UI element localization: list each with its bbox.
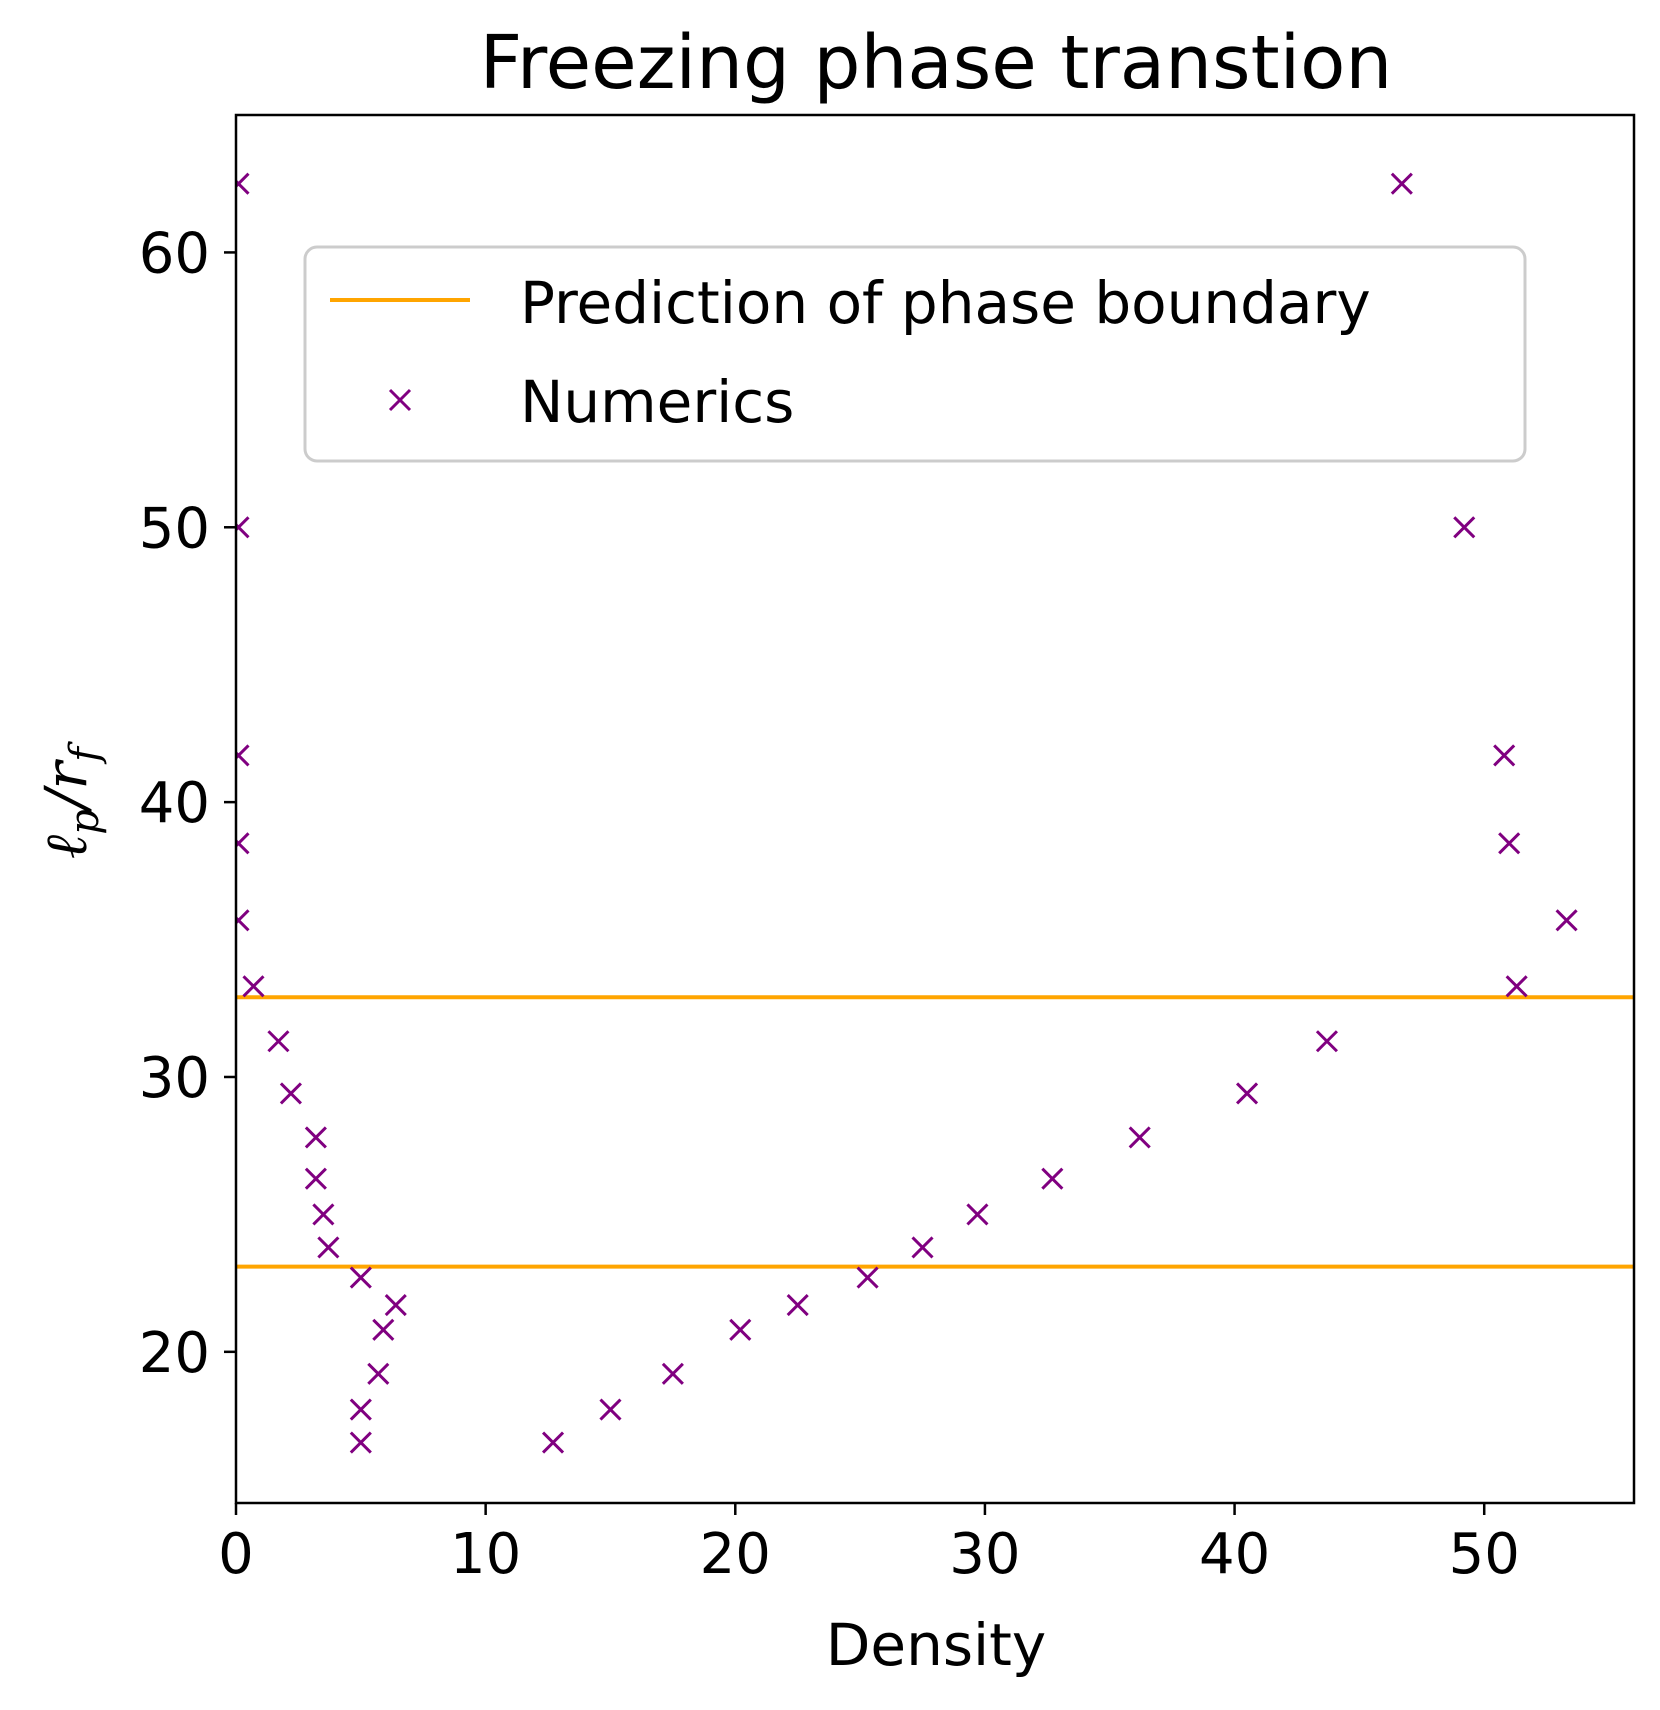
- plot-area: 0 10 20 30 40 50 20 30 40 50 60: [139, 113, 1636, 1587]
- y-axis-label-sub1: p: [62, 809, 108, 835]
- x-tick-label-0: 0: [218, 1522, 254, 1587]
- chart-title: Freezing phase transtion: [480, 20, 1393, 106]
- numerics-point-30: [1315, 1030, 1339, 1053]
- y-tick-label-0: 20: [139, 1321, 210, 1386]
- numerics-point-4: [236, 832, 250, 855]
- y-axis-label-base2: r: [32, 759, 100, 790]
- numerics-point-33: [1498, 832, 1521, 855]
- x-tick-label-3: 30: [949, 1522, 1020, 1587]
- x-tick-label-5: 50: [1449, 1522, 1520, 1587]
- numerics-point-24: [856, 1266, 879, 1289]
- numerics-point-21: [661, 1362, 684, 1385]
- numerics-point-29: [1235, 1082, 1259, 1105]
- numerics-point-27: [1041, 1167, 1064, 1190]
- x-tick-label-1: 10: [450, 1522, 521, 1587]
- numerics-point-7: [267, 1030, 290, 1053]
- numerics-point-17: [349, 1398, 372, 1421]
- numerics-point-26: [966, 1203, 989, 1226]
- legend: Prediction of phase boundary Numerics: [303, 245, 1527, 463]
- numerics-point-22: [729, 1318, 752, 1341]
- legend-label-numerics: Numerics: [520, 368, 794, 436]
- numerics-point-23: [786, 1294, 809, 1317]
- numerics-point-8: [279, 1082, 302, 1105]
- numerics-point-34: [1493, 744, 1516, 767]
- numerics-point-19: [541, 1431, 565, 1454]
- legend-label-prediction: Prediction of phase boundary: [520, 269, 1371, 337]
- numerics-point-35: [1453, 516, 1476, 539]
- numerics-point-1: [236, 172, 250, 195]
- legend-swatch-numerics: [388, 388, 412, 412]
- numerics-point-14: [384, 1294, 407, 1317]
- numerics-point-6: [242, 975, 265, 998]
- numerics-point-3: [236, 744, 250, 767]
- x-tick-label-2: 20: [700, 1522, 771, 1587]
- numerics-point-9: [304, 1126, 327, 1149]
- numerics-point-5: [236, 909, 250, 932]
- numerics-point-16: [367, 1362, 390, 1385]
- numerics-point-31: [1505, 975, 1528, 998]
- numerics-point-11: [312, 1203, 335, 1226]
- numerics-point-28: [1128, 1126, 1151, 1149]
- legend-marker-numerics: [388, 388, 412, 412]
- numerics-point-25: [911, 1236, 934, 1259]
- numerics-point-2: [236, 516, 250, 539]
- numerics-point-36: [1390, 172, 1413, 195]
- numerics-point-20: [599, 1398, 622, 1421]
- numerics-point-10: [304, 1167, 327, 1190]
- numerics-point-18: [349, 1431, 372, 1454]
- y-tick-label-2: 40: [139, 771, 210, 836]
- numerics-point-13: [349, 1266, 372, 1289]
- plot-frame: [234, 113, 1636, 1505]
- plot-series-layer: [236, 172, 1634, 1454]
- numerics-point-12: [317, 1236, 340, 1259]
- y-tick-label-3: 50: [139, 496, 210, 561]
- y-tick-label-1: 30: [139, 1046, 210, 1111]
- y-axis-label: ℓp/rf: [32, 741, 108, 859]
- x-tick-label-4: 40: [1199, 1522, 1270, 1587]
- numerics-point-32: [1555, 909, 1578, 932]
- y-tick-label-4: 60: [139, 221, 210, 286]
- legend-frame: [303, 245, 1527, 463]
- x-axis-label: Density: [826, 1611, 1047, 1679]
- y-axis-label-base1: ℓ: [32, 835, 100, 859]
- numerics-point-15: [372, 1318, 395, 1341]
